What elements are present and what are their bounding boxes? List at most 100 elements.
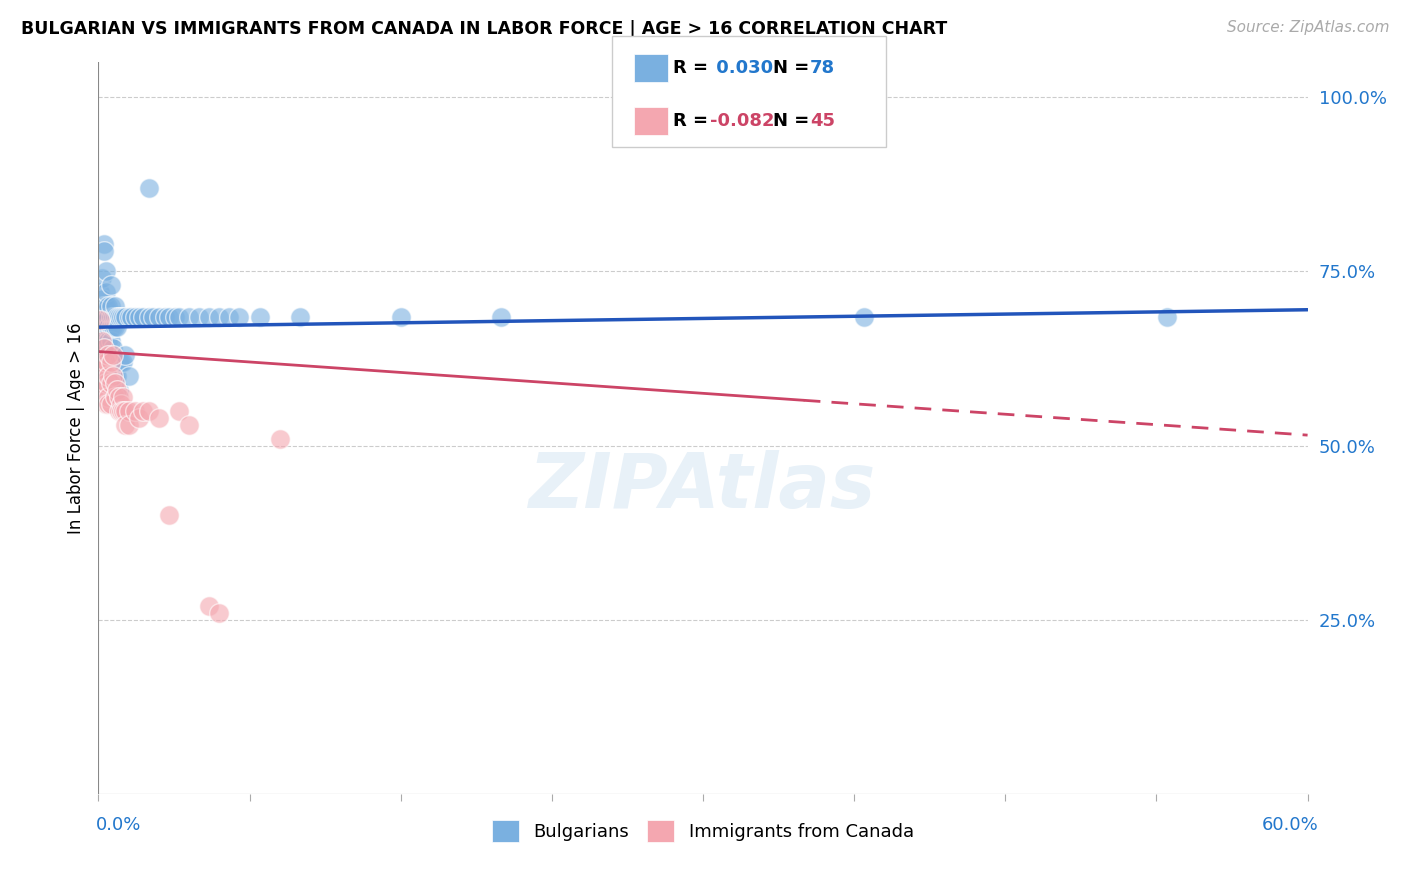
Text: 0.030: 0.030: [710, 59, 773, 77]
Point: [157, 310, 180, 324]
Point: [269, 432, 291, 446]
Point: [91, 334, 114, 348]
Point: [124, 403, 146, 417]
Point: [101, 320, 124, 334]
Text: 0.0%: 0.0%: [96, 816, 141, 834]
Point: [93, 310, 115, 324]
Point: [107, 390, 129, 404]
Point: [118, 417, 141, 432]
Point: [118, 310, 141, 324]
Point: [96, 397, 118, 411]
Point: [114, 403, 136, 417]
Point: [97, 310, 120, 324]
Point: [107, 403, 129, 417]
Point: [89, 313, 111, 327]
Point: [91, 293, 114, 307]
Point: [124, 310, 146, 324]
Point: [96, 299, 118, 313]
Point: [208, 310, 231, 324]
Text: N =: N =: [773, 112, 815, 130]
Point: [96, 310, 118, 324]
Point: [89, 299, 111, 313]
Point: [1156, 310, 1178, 324]
Text: -0.082: -0.082: [710, 112, 775, 130]
Point: [100, 299, 122, 313]
Point: [142, 310, 165, 324]
Point: [107, 355, 129, 369]
Text: R =: R =: [673, 112, 714, 130]
Point: [93, 299, 115, 313]
Point: [97, 334, 120, 348]
Point: [97, 348, 120, 362]
Point: [97, 299, 120, 313]
Legend: Bulgarians, Immigrants from Canada: Bulgarians, Immigrants from Canada: [484, 811, 922, 851]
Point: [91, 383, 114, 397]
Point: [853, 310, 876, 324]
Point: [288, 310, 311, 324]
Text: 78: 78: [810, 59, 835, 77]
Point: [93, 306, 115, 320]
Point: [110, 355, 132, 369]
Point: [105, 383, 128, 397]
Point: [101, 368, 124, 383]
Point: [157, 508, 180, 523]
Point: [110, 397, 132, 411]
Point: [179, 417, 201, 432]
Point: [389, 310, 412, 324]
Point: [96, 355, 118, 369]
Point: [101, 341, 124, 355]
Point: [138, 181, 160, 195]
Point: [93, 320, 115, 334]
Point: [114, 310, 136, 324]
Point: [91, 310, 114, 324]
Point: [91, 271, 114, 285]
Point: [93, 334, 115, 348]
Point: [103, 376, 125, 390]
Point: [179, 310, 201, 324]
Point: [93, 236, 115, 251]
Point: [249, 310, 271, 324]
Point: [148, 310, 170, 324]
Point: [103, 299, 125, 313]
Point: [103, 390, 125, 404]
Point: [208, 606, 231, 620]
Point: [91, 362, 114, 376]
Point: [132, 403, 155, 417]
Point: [100, 278, 122, 293]
Point: [89, 285, 111, 300]
Point: [167, 310, 190, 324]
Point: [111, 310, 134, 324]
Point: [132, 310, 155, 324]
Point: [93, 362, 115, 376]
Point: [148, 410, 170, 425]
Text: Source: ZipAtlas.com: Source: ZipAtlas.com: [1226, 20, 1389, 35]
Point: [105, 310, 128, 324]
Text: 45: 45: [810, 112, 835, 130]
Point: [111, 390, 134, 404]
Point: [198, 310, 221, 324]
Point: [111, 403, 134, 417]
Point: [111, 355, 134, 369]
Point: [138, 403, 160, 417]
Point: [91, 306, 114, 320]
Point: [114, 348, 136, 362]
Text: R =: R =: [673, 59, 714, 77]
Point: [103, 310, 125, 324]
Point: [89, 313, 111, 327]
Point: [100, 376, 122, 390]
Point: [101, 348, 124, 362]
Point: [198, 599, 221, 613]
Point: [103, 368, 125, 383]
Y-axis label: In Labor Force | Age > 16: In Labor Force | Age > 16: [66, 322, 84, 534]
Point: [153, 310, 176, 324]
Point: [120, 310, 142, 324]
Point: [93, 244, 115, 258]
Point: [228, 310, 250, 324]
Point: [105, 368, 128, 383]
Point: [96, 320, 118, 334]
Point: [167, 403, 190, 417]
Point: [93, 383, 115, 397]
Point: [97, 320, 120, 334]
Point: [100, 334, 122, 348]
Text: ZIPAtlas: ZIPAtlas: [529, 450, 877, 524]
